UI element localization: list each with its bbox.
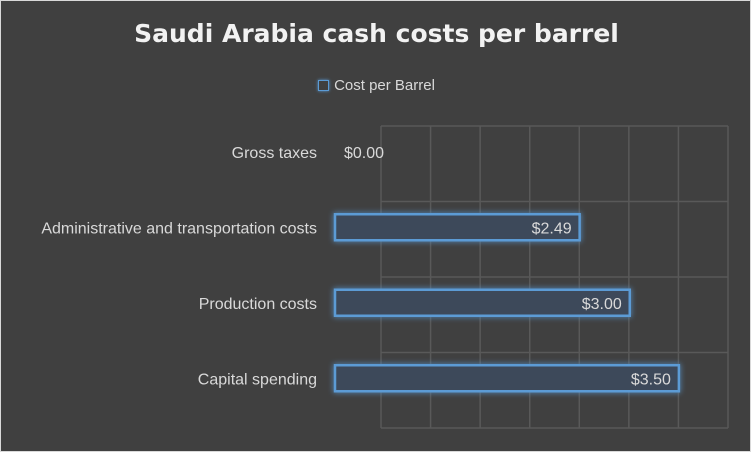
- bar: [333, 213, 581, 242]
- legend-swatch: [318, 80, 330, 91]
- category-labels: Gross taxes Administrative and transporta…: [41, 145, 317, 389]
- category-label: Capital spending: [198, 371, 317, 388]
- category-label: Administrative and transportation costs: [41, 220, 317, 237]
- category-label: Production costs: [199, 296, 317, 313]
- legend: Cost per Barrel: [1, 77, 751, 94]
- legend-label: Cost per Barrel: [334, 77, 435, 94]
- data-label: $3.50: [631, 371, 671, 388]
- data-label: $3.00: [582, 296, 622, 313]
- data-labels: $0.00 $2.49 $3.00 $3.50: [344, 145, 671, 389]
- bar: [333, 288, 631, 317]
- data-label: $0.00: [344, 145, 384, 162]
- bar: [333, 364, 681, 393]
- data-label: $2.49: [532, 220, 572, 237]
- chart-title: Saudi Arabia cash costs per barrel: [134, 19, 619, 48]
- category-label: Gross taxes: [232, 145, 317, 162]
- bars: [333, 213, 681, 393]
